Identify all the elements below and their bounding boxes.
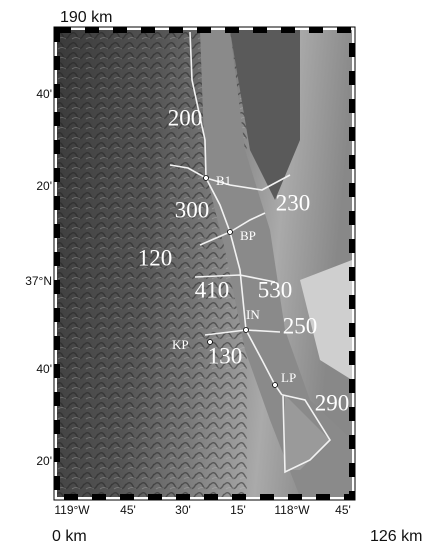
station-label: B1 [216, 173, 231, 188]
station-label: LP [281, 370, 296, 385]
depth-label: 530 [258, 277, 293, 302]
terrain [57, 30, 352, 497]
depth-label: 410 [195, 277, 230, 302]
station-label: BP [240, 228, 256, 243]
scale-right: 126 km [370, 528, 422, 545]
scale-left: 0 km [52, 528, 87, 545]
station-label: KP [172, 337, 189, 352]
depth-label: 290 [315, 390, 350, 415]
lat-label: 37°N [25, 274, 52, 288]
station-dot [204, 176, 209, 181]
lat-label: 20' [36, 454, 52, 468]
lon-label: 45' [335, 503, 351, 517]
lon-label: 118°W [274, 503, 310, 517]
lon-label: 45' [120, 503, 136, 517]
depth-label: 200 [168, 105, 203, 130]
lon-label: 119°W [54, 503, 90, 517]
map-figure: 190 km 0 km 126 km 40' 20' 37°N 40' 20' 119°W… [0, 0, 440, 548]
depth-label: 230 [276, 190, 311, 215]
station-dot [273, 383, 278, 388]
station-label: IN [246, 307, 260, 322]
depth-label: 300 [175, 197, 210, 222]
lon-label: 15' [230, 503, 246, 517]
depth-label: 250 [283, 313, 318, 338]
lon-label: 30' [175, 503, 191, 517]
station-dot [244, 328, 249, 333]
lat-label: 40' [36, 362, 52, 376]
lat-label: 20' [36, 179, 52, 193]
depth-label: 120 [138, 245, 173, 270]
lat-label: 40' [36, 87, 52, 101]
scale-top: 190 km [60, 9, 112, 26]
station-dot [228, 230, 233, 235]
depth-label: 130 [208, 343, 243, 368]
